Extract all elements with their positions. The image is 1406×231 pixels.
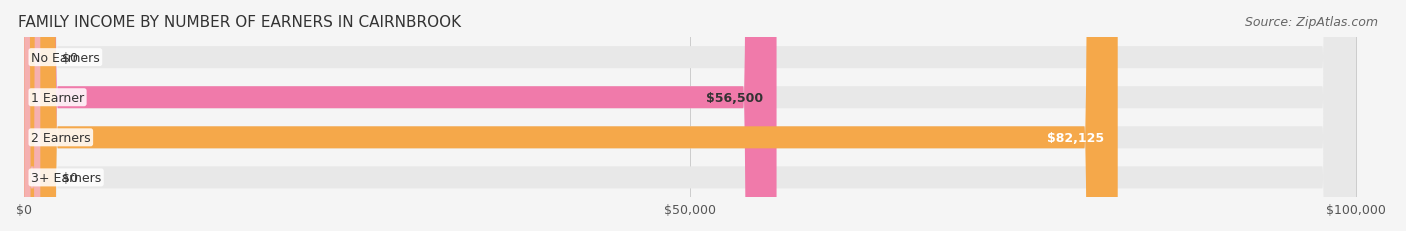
FancyBboxPatch shape (24, 0, 1355, 231)
FancyBboxPatch shape (24, 0, 1118, 231)
FancyBboxPatch shape (24, 0, 1355, 231)
FancyBboxPatch shape (24, 0, 1355, 231)
Text: 1 Earner: 1 Earner (31, 91, 84, 104)
Text: 3+ Earners: 3+ Earners (31, 171, 101, 184)
Text: $0: $0 (62, 171, 77, 184)
Text: FAMILY INCOME BY NUMBER OF EARNERS IN CAIRNBROOK: FAMILY INCOME BY NUMBER OF EARNERS IN CA… (18, 15, 461, 30)
FancyBboxPatch shape (24, 0, 41, 231)
Text: $0: $0 (62, 52, 77, 64)
FancyBboxPatch shape (24, 0, 41, 231)
FancyBboxPatch shape (24, 0, 776, 231)
Text: $56,500: $56,500 (706, 91, 763, 104)
Text: 2 Earners: 2 Earners (31, 131, 90, 144)
Text: Source: ZipAtlas.com: Source: ZipAtlas.com (1244, 16, 1378, 29)
Text: $82,125: $82,125 (1047, 131, 1104, 144)
FancyBboxPatch shape (24, 0, 1355, 231)
Text: No Earners: No Earners (31, 52, 100, 64)
